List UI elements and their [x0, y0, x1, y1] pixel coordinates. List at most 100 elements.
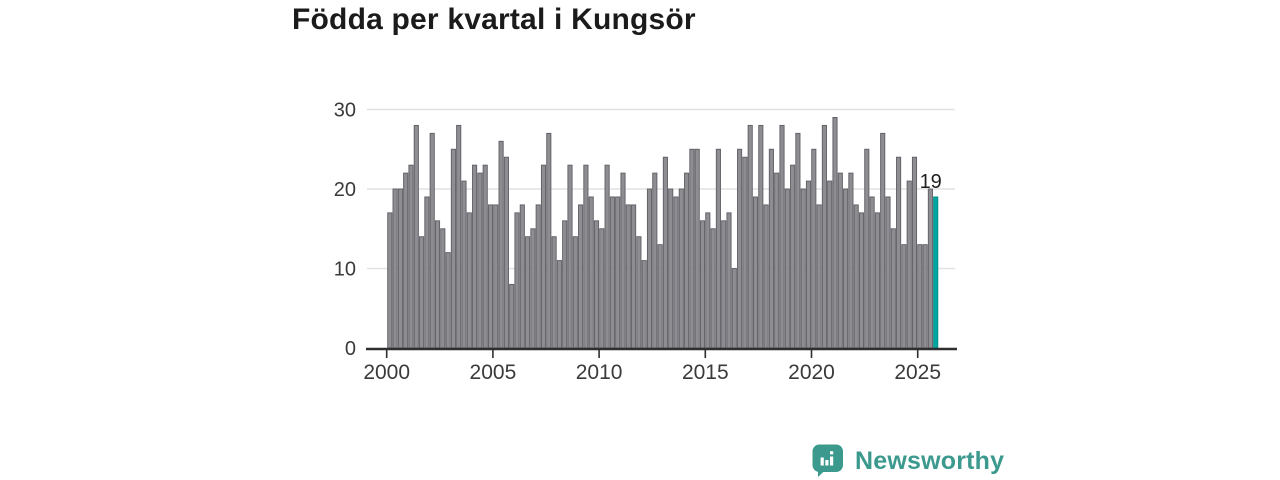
bar: [641, 260, 647, 349]
bar: [837, 172, 843, 349]
bar: [472, 164, 478, 349]
y-tick-label: 10: [334, 259, 356, 281]
bar: [869, 196, 875, 349]
bar: [620, 172, 626, 349]
bar: [922, 244, 928, 349]
newsworthy-wordmark: Newsworthy: [855, 446, 1005, 475]
bar: [625, 204, 631, 349]
bar: [413, 124, 419, 349]
highlighted-bar: [933, 196, 939, 349]
y-tick-label: 20: [334, 179, 356, 201]
bar: [509, 283, 515, 349]
bar: [779, 124, 785, 349]
bar: [848, 172, 854, 349]
x-tick-label: 2000: [363, 361, 410, 384]
y-tick-label: 0: [345, 338, 356, 360]
newsworthy-bubble-icon: [812, 444, 843, 477]
bar: [567, 164, 573, 349]
bar: [498, 140, 504, 349]
bar: [546, 132, 552, 349]
chart-title: Födda per kvartal i Kungsör: [292, 3, 696, 36]
bar: [768, 148, 774, 349]
bar: [795, 132, 801, 349]
bar: [699, 220, 706, 349]
bar: [901, 244, 907, 349]
bar: [821, 124, 827, 349]
bar: [535, 204, 541, 349]
bar: [477, 172, 483, 349]
bar: [646, 188, 653, 349]
bar: [525, 236, 531, 349]
bar: [424, 196, 430, 349]
bar: [742, 156, 748, 349]
bar: [387, 212, 393, 349]
x-tick-label: 2020: [788, 361, 835, 384]
bar: [588, 196, 594, 349]
bar: [752, 196, 759, 349]
bar: [599, 228, 605, 349]
bar: [721, 220, 727, 349]
bar: [609, 196, 615, 349]
x-tick-label: 2015: [682, 361, 729, 384]
bar: [678, 188, 684, 349]
bar: [673, 196, 679, 349]
bar: [519, 204, 525, 349]
bar: [419, 236, 425, 349]
bar: [917, 244, 923, 349]
bar: [790, 164, 796, 349]
bar: [615, 196, 621, 349]
y-tick-label: 30: [334, 100, 356, 122]
bar: [858, 212, 865, 349]
bar: [562, 220, 568, 349]
bar: [434, 220, 441, 349]
bar: [487, 204, 494, 349]
bar: [906, 180, 912, 349]
bar: [551, 236, 557, 349]
bar: [896, 156, 902, 349]
bar: [604, 164, 610, 349]
newsworthy-logo[interactable]: Newsworthy: [812, 444, 1004, 478]
bar: [392, 188, 398, 349]
bar: [890, 228, 896, 349]
bar: [689, 148, 695, 349]
bar: [429, 132, 435, 349]
bar: [668, 188, 674, 349]
bar: [445, 252, 451, 349]
bar: [408, 164, 414, 349]
bar: [800, 188, 806, 349]
bar: [572, 236, 578, 349]
bar: [827, 180, 833, 349]
x-tick-label: 2010: [576, 361, 623, 384]
bar: [737, 148, 743, 349]
bar: [726, 212, 732, 349]
bar: [530, 228, 536, 349]
latest-value-label: 19: [920, 171, 942, 193]
bar: [715, 148, 721, 349]
bar: [593, 220, 600, 349]
bar: [853, 204, 859, 349]
bar: [636, 236, 642, 349]
bar: [556, 260, 562, 349]
bar: [440, 228, 446, 349]
bar: [482, 164, 488, 349]
bar: [456, 124, 462, 349]
bar: [583, 164, 589, 349]
bar: [493, 204, 499, 349]
bar: [652, 172, 658, 349]
bar: [461, 180, 467, 349]
bar: [758, 124, 764, 349]
bar: [784, 188, 790, 349]
bar: [832, 116, 838, 349]
bar: [811, 148, 817, 349]
bar: [763, 204, 769, 349]
x-tick-label: 2025: [894, 361, 941, 384]
bar: [657, 244, 663, 349]
bar: [880, 132, 886, 349]
bar: [843, 188, 849, 349]
x-tick-label: 2005: [470, 361, 517, 384]
bar: [705, 212, 711, 349]
bar: [747, 124, 753, 349]
bar: [450, 148, 456, 349]
